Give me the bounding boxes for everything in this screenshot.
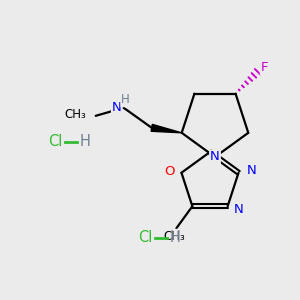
Text: N: N — [234, 203, 243, 216]
Text: Cl: Cl — [48, 134, 62, 149]
Text: N: N — [112, 101, 122, 114]
Text: O: O — [164, 165, 175, 178]
Text: H: H — [169, 230, 180, 245]
Text: Cl: Cl — [138, 230, 152, 245]
Text: F: F — [261, 61, 268, 74]
Text: H: H — [80, 134, 90, 149]
Text: N: N — [210, 151, 220, 164]
Text: H: H — [121, 93, 130, 106]
Text: CH₃: CH₃ — [64, 108, 86, 121]
Text: N: N — [247, 164, 256, 177]
Polygon shape — [151, 124, 182, 133]
Text: CH₃: CH₃ — [164, 230, 185, 243]
